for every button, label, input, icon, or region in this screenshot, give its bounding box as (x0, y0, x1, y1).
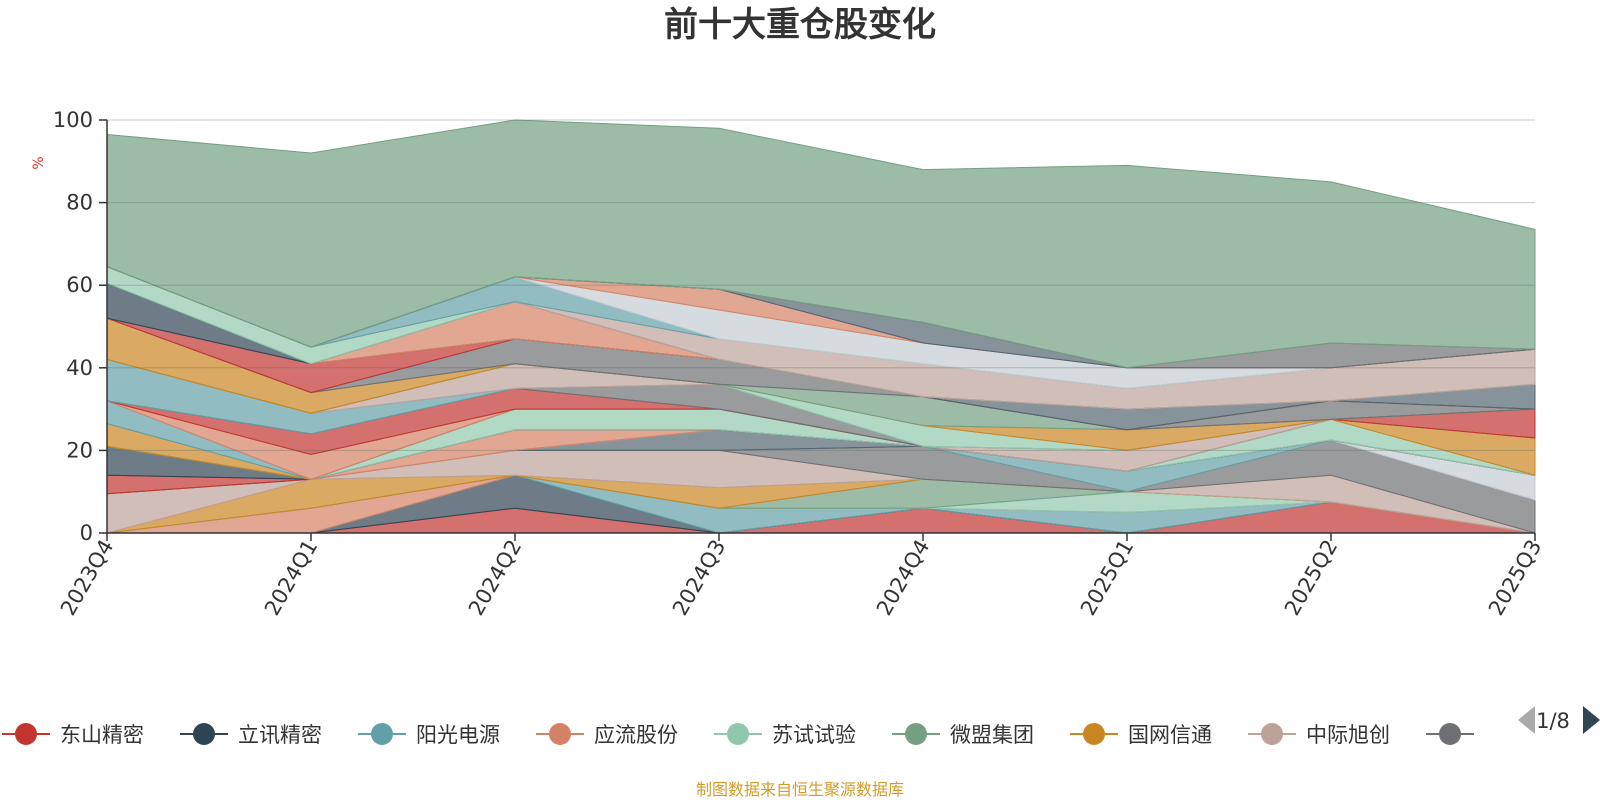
legend-item[interactable]: 中际旭创 (1248, 723, 1390, 747)
y-axis-unit: % (31, 156, 47, 169)
x-tick-label: 2025Q1 (1076, 536, 1138, 620)
x-tick-label: 2024Q1 (260, 536, 322, 620)
legend-item[interactable]: 立讯精密 (180, 723, 322, 747)
legend-label: 阳光电源 (416, 723, 500, 747)
legend-label: 东山精密 (60, 723, 144, 747)
legend-label: 国网信通 (1128, 723, 1212, 747)
y-tick-label: 20 (66, 438, 93, 462)
legend-label: 微盟集团 (950, 723, 1034, 747)
x-tick-label: 2025Q2 (1280, 536, 1342, 620)
prev-page-icon[interactable] (1518, 706, 1535, 734)
legend-marker (1439, 723, 1461, 745)
legend-marker (193, 723, 215, 745)
legend-label: 中际旭创 (1306, 723, 1390, 747)
legend-marker (371, 723, 393, 745)
source-note: 制图数据来自恒生聚源数据库 (696, 780, 904, 799)
axes (106, 120, 1535, 534)
y-tick-label: 100 (53, 108, 93, 132)
legend-label: 应流股份 (594, 723, 678, 747)
y-tick-label: 60 (66, 273, 93, 297)
stacked-areas (106, 119, 1536, 534)
legend-item[interactable]: 应流股份 (536, 723, 678, 747)
grid-lines (107, 119, 1535, 451)
legend-marker (549, 723, 571, 745)
area-series-41 (106, 119, 1536, 369)
legend: 东山精密 立讯精密 阳光电源 应流股份 苏试试验 微盟集团 国网信通 中际旭创 (2, 723, 1474, 747)
legend-pager: 1/8 (1518, 706, 1600, 734)
legend-item[interactable] (1426, 723, 1474, 745)
x-axis-ticks: 2023Q4 2024Q1 2024Q2 2024Q3 2024Q4 2025Q1 2025… (56, 533, 1546, 620)
x-tick-label: 2025Q3 (1484, 536, 1546, 620)
x-tick-label: 2023Q4 (56, 536, 118, 620)
legend-marker (905, 723, 927, 745)
legend-label: 立讯精密 (238, 723, 322, 747)
legend-label: 苏试试验 (772, 723, 856, 747)
legend-marker (1261, 723, 1283, 745)
y-tick-label: 80 (66, 191, 93, 215)
legend-page-indicator: 1/8 (1536, 709, 1570, 733)
legend-item[interactable]: 微盟集团 (892, 723, 1034, 747)
legend-item[interactable]: 苏试试验 (714, 723, 856, 747)
legend-item[interactable]: 阳光电源 (358, 723, 500, 747)
x-tick-label: 2024Q3 (668, 536, 730, 620)
chart-title: 前十大重仓股变化 (664, 5, 936, 45)
legend-item[interactable]: 国网信通 (1070, 723, 1212, 747)
legend-marker (1083, 723, 1105, 745)
y-tick-label: 0 (80, 521, 93, 545)
y-tick-label: 40 (66, 356, 93, 380)
x-tick-label: 2024Q2 (464, 536, 526, 620)
legend-marker (15, 723, 37, 745)
legend-item[interactable]: 东山精密 (2, 723, 144, 747)
y-axis-ticks: 0 20 40 60 80 100 (53, 108, 107, 545)
next-page-icon[interactable] (1583, 706, 1600, 734)
x-tick-label: 2024Q4 (872, 536, 934, 620)
legend-marker (727, 723, 749, 745)
